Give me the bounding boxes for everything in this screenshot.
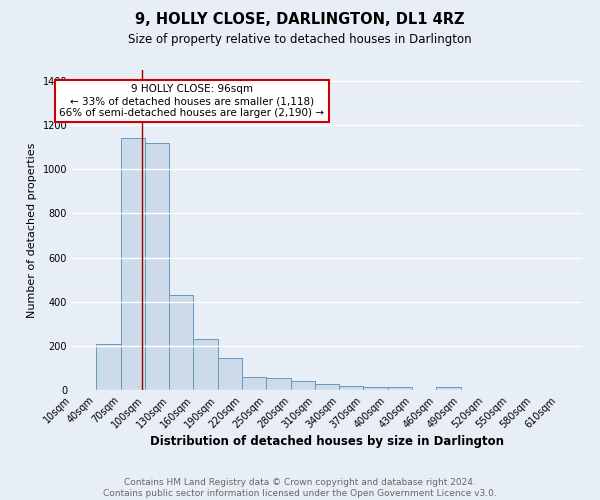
Bar	[145, 143, 169, 390]
Text: 9, HOLLY CLOSE, DARLINGTON, DL1 4RZ: 9, HOLLY CLOSE, DARLINGTON, DL1 4RZ	[135, 12, 465, 28]
X-axis label: Distribution of detached houses by size in Darlington: Distribution of detached houses by size …	[150, 436, 504, 448]
Bar	[388, 388, 412, 390]
Bar	[315, 384, 339, 390]
Bar	[193, 339, 218, 390]
Bar	[266, 378, 290, 390]
Bar	[436, 386, 461, 390]
Bar	[290, 381, 315, 390]
Text: 9 HOLLY CLOSE: 96sqm
← 33% of detached houses are smaller (1,118)
66% of semi-de: 9 HOLLY CLOSE: 96sqm ← 33% of detached h…	[59, 84, 325, 117]
Bar	[339, 386, 364, 390]
Bar	[364, 388, 388, 390]
Y-axis label: Number of detached properties: Number of detached properties	[27, 142, 37, 318]
Bar	[96, 344, 121, 390]
Text: Contains HM Land Registry data © Crown copyright and database right 2024.
Contai: Contains HM Land Registry data © Crown c…	[103, 478, 497, 498]
Bar	[169, 295, 193, 390]
Text: Size of property relative to detached houses in Darlington: Size of property relative to detached ho…	[128, 32, 472, 46]
Bar	[218, 358, 242, 390]
Bar	[121, 138, 145, 390]
Bar	[242, 377, 266, 390]
